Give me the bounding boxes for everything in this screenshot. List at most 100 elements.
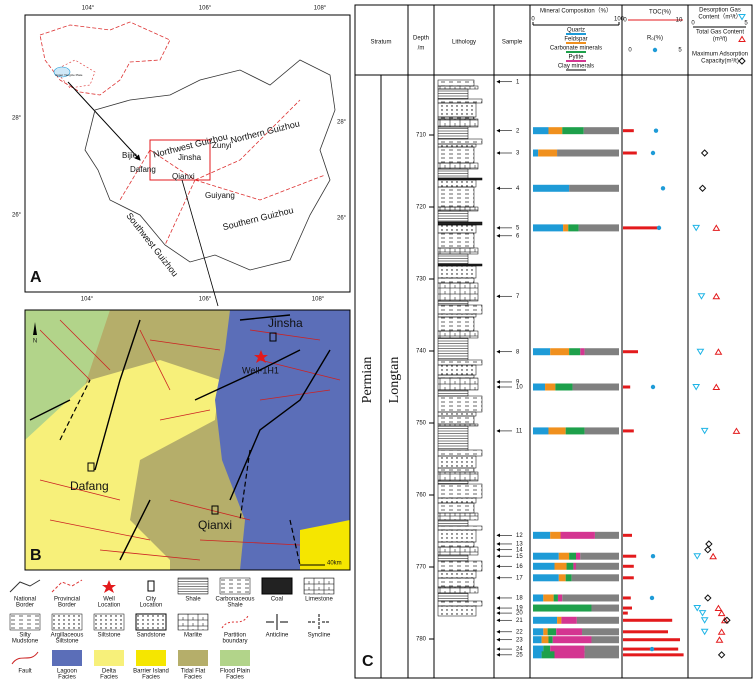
region-borders bbox=[119, 99, 326, 246]
lith-layer bbox=[437, 221, 483, 226]
depth-label: 780 bbox=[416, 637, 427, 643]
icon bbox=[11, 651, 39, 665]
toc-bar bbox=[623, 533, 632, 537]
composition-segment bbox=[533, 574, 559, 582]
lon-label: 108° bbox=[312, 297, 325, 303]
lith-layer bbox=[437, 541, 475, 548]
barrier-island bbox=[300, 520, 350, 570]
toc-bar bbox=[623, 606, 632, 610]
gas-point bbox=[696, 348, 705, 356]
composition-segment bbox=[533, 594, 544, 602]
axis-label: 100 bbox=[614, 17, 625, 23]
legend-label: Fault bbox=[18, 669, 32, 675]
composition-segment bbox=[533, 616, 558, 624]
lith-layer bbox=[437, 143, 477, 148]
lat-label: 28° bbox=[337, 120, 347, 126]
gas-point bbox=[704, 594, 712, 602]
legend-item: Anticline bbox=[266, 614, 289, 639]
sample-label: 9 bbox=[516, 380, 520, 386]
legend-label: Lagoon bbox=[57, 669, 77, 675]
toc-bar bbox=[623, 596, 631, 600]
composition-segment bbox=[583, 127, 619, 135]
gas-point bbox=[705, 540, 713, 548]
sample-label: 24 bbox=[516, 647, 523, 653]
gas-point bbox=[717, 628, 726, 635]
lith-layer bbox=[437, 423, 479, 427]
china-border bbox=[39, 21, 171, 96]
legend-item: Shale bbox=[177, 577, 209, 603]
lith-layer bbox=[437, 126, 469, 140]
lith-layer bbox=[437, 177, 483, 181]
composition-segment bbox=[533, 149, 539, 157]
city-marker bbox=[269, 332, 277, 342]
legend-label: Marlite bbox=[184, 633, 203, 639]
gas-point bbox=[712, 383, 721, 390]
gas-point bbox=[692, 224, 701, 232]
legend-swatch bbox=[738, 57, 746, 65]
toc-bar bbox=[623, 129, 634, 133]
city: Qianxi bbox=[172, 172, 195, 181]
legend-label: Tidal Flat bbox=[181, 669, 206, 675]
header: Stratum bbox=[370, 40, 391, 46]
structure-lines bbox=[29, 314, 331, 561]
ro-point bbox=[650, 554, 656, 559]
lith-layer bbox=[437, 98, 483, 104]
lith-layer bbox=[437, 186, 475, 208]
composition-segment bbox=[584, 427, 619, 435]
delta bbox=[25, 360, 220, 570]
lith-layer bbox=[437, 529, 477, 543]
composition-segment bbox=[576, 616, 619, 624]
header: Desorption Gas bbox=[699, 8, 741, 14]
city: Qianxi bbox=[198, 518, 232, 532]
icon bbox=[102, 580, 116, 593]
legend-swatch bbox=[738, 14, 746, 21]
toc-bar bbox=[623, 429, 634, 433]
lith-layer bbox=[437, 330, 479, 339]
toc-bar bbox=[623, 638, 680, 642]
lith-layer bbox=[437, 605, 477, 617]
legend-label: Location bbox=[140, 603, 163, 609]
composition-segment bbox=[533, 552, 559, 560]
legend-label: Shale bbox=[227, 603, 243, 609]
legend-label: Delta bbox=[102, 669, 117, 675]
axis-label: 5 bbox=[744, 21, 748, 27]
lith-layer bbox=[437, 577, 475, 588]
gas-point bbox=[717, 651, 726, 659]
lat-label: 26° bbox=[12, 213, 22, 219]
toc-bar bbox=[623, 226, 661, 230]
icon bbox=[51, 613, 83, 631]
frame bbox=[24, 14, 351, 293]
panel-label: B bbox=[30, 547, 42, 564]
composition-segment bbox=[573, 562, 576, 570]
legend-label: National bbox=[14, 597, 36, 603]
lith-layer bbox=[437, 168, 469, 179]
depth-label: 710 bbox=[416, 133, 427, 139]
gas-point bbox=[697, 293, 706, 300]
composition-segment bbox=[572, 383, 619, 391]
inset-plate bbox=[53, 66, 71, 78]
lith-layer bbox=[437, 554, 469, 562]
legend-item: Syncline bbox=[308, 614, 331, 639]
gas-point bbox=[732, 427, 741, 434]
lith-layer bbox=[437, 512, 479, 521]
legend-label: Clay minerals bbox=[558, 64, 594, 70]
legend-label: Coal bbox=[271, 597, 283, 603]
icon bbox=[52, 650, 82, 666]
legend-swatch bbox=[652, 47, 658, 53]
sample-label: 25 bbox=[516, 652, 523, 658]
lith-layer bbox=[437, 232, 475, 249]
icon bbox=[308, 614, 330, 630]
sample-label: 16 bbox=[516, 564, 523, 570]
province-border bbox=[54, 59, 96, 89]
composition-segment bbox=[553, 594, 558, 602]
composition-segment bbox=[533, 184, 570, 192]
study-area bbox=[149, 139, 211, 181]
composition-segment bbox=[561, 616, 577, 624]
icon bbox=[9, 579, 41, 593]
composition-segment bbox=[557, 149, 619, 157]
lith-layer bbox=[437, 483, 483, 499]
header: Depth bbox=[413, 36, 429, 42]
